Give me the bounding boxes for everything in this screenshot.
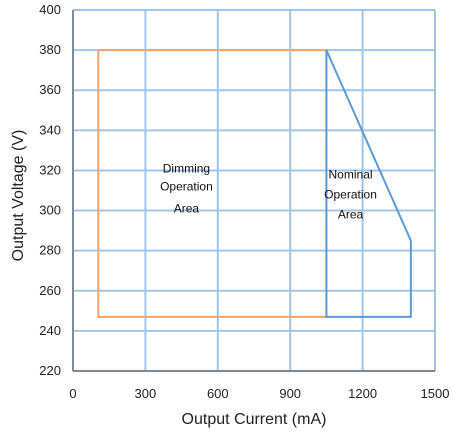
y-axis-title: Output Voltage (V) — [10, 130, 27, 262]
nominal-annotation-line-1: Operation — [324, 188, 377, 202]
x-tick-label-2: 600 — [207, 386, 229, 401]
x-tick-label-1: 300 — [135, 386, 157, 401]
dimming-annotation-line-1: Operation — [160, 179, 213, 193]
x-tick-label-5: 1500 — [421, 386, 450, 401]
x-tick-label-4: 1200 — [348, 386, 377, 401]
dimming-annotation-line-2: Area — [174, 202, 200, 216]
y-tick-label-5: 320 — [39, 162, 61, 177]
y-tick-label-0: 220 — [39, 363, 61, 378]
nominal-annotation-line-2: Area — [338, 208, 364, 222]
series-layer — [97, 49, 412, 318]
y-tick-label-2: 260 — [39, 283, 61, 298]
x-tick-label-0: 0 — [69, 386, 76, 401]
y-tick-label-7: 360 — [39, 82, 61, 97]
y-tick-label-3: 280 — [39, 243, 61, 258]
x-axis-title: Output Current (mA) — [182, 411, 327, 428]
y-tick-label-6: 340 — [39, 122, 61, 137]
nominal-operation-area-outline — [325, 49, 412, 318]
y-tick-label-9: 400 — [39, 2, 61, 17]
y-tick-label-8: 380 — [39, 42, 61, 57]
nominal-annotation-line-0: Nominal — [329, 167, 373, 181]
dimming-annotation-line-0: Dimming — [163, 161, 210, 175]
y-tick-label-4: 300 — [39, 203, 61, 218]
y-tick-label-1: 240 — [39, 323, 61, 338]
x-tick-label-3: 900 — [279, 386, 301, 401]
label-layer: 220 240 260 280 300 320 340 360 380 400 0 300 600 900… — [10, 2, 449, 428]
axis-layer — [72, 10, 435, 372]
